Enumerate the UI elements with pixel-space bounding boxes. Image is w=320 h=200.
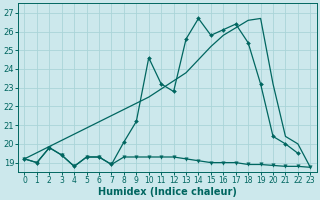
X-axis label: Humidex (Indice chaleur): Humidex (Indice chaleur) [98, 187, 237, 197]
